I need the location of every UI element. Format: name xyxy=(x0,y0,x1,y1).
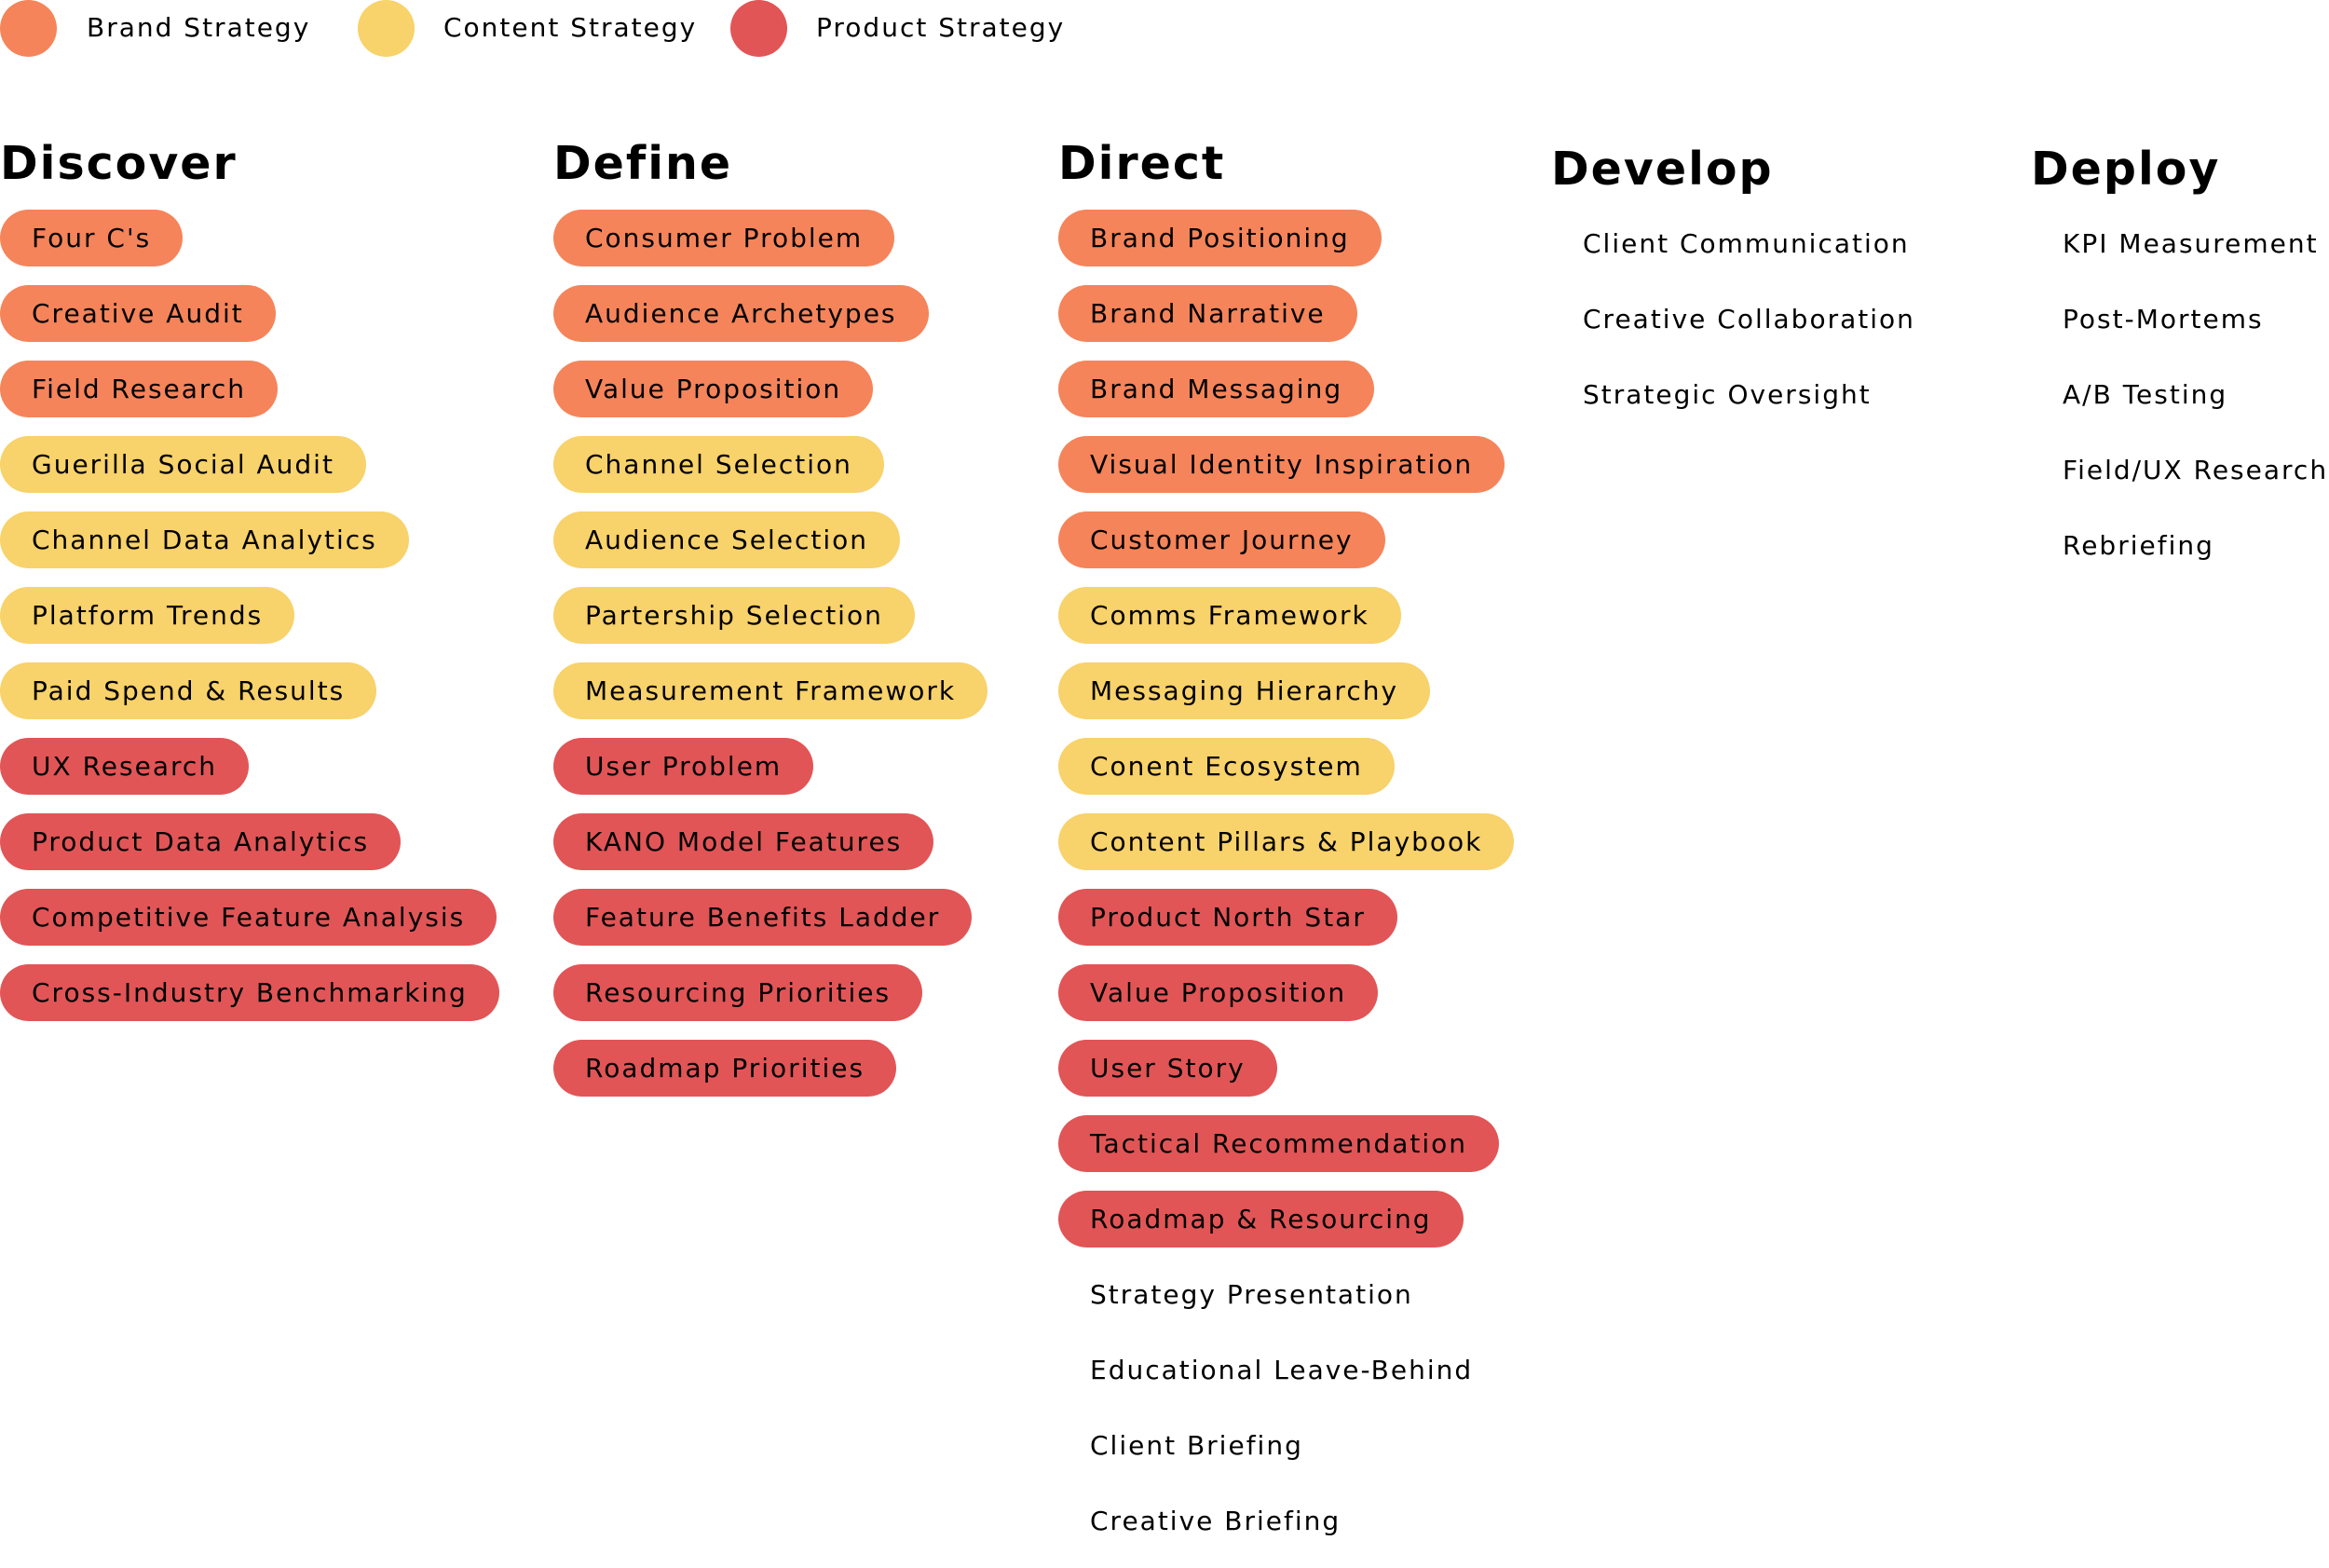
item-content: Comms Framework xyxy=(1058,587,1401,644)
item-none: A/B Testing xyxy=(2063,379,2228,410)
item-product: Value Proposition xyxy=(1058,964,1379,1021)
direct-item-list: Brand Positioning Brand Narrative Brand Me… xyxy=(1058,210,1515,1568)
item-content: Guerilla Social Audit xyxy=(0,436,366,493)
item-product: KANO Model Features xyxy=(553,813,934,870)
item-none: Strategic Oversight xyxy=(1583,379,1872,410)
item-none: Client Briefing xyxy=(1090,1430,1303,1461)
item-content: Measurement Framework xyxy=(553,662,988,719)
column-title-deploy: Deploy xyxy=(2031,143,2221,196)
item-content: Partership Selection xyxy=(553,587,915,644)
item-product: Resourcing Priorities xyxy=(553,964,923,1021)
item-content: Channel Selection xyxy=(553,436,884,493)
item-content: Messaging Hierarchy xyxy=(1058,662,1431,719)
item-product: User Story xyxy=(1058,1040,1277,1097)
column-title-discover: Discover xyxy=(0,137,238,190)
item-none: Strategy Presentation xyxy=(1090,1279,1413,1310)
legend-label-product: Product Strategy xyxy=(816,12,1066,43)
item-none: Creative Briefing xyxy=(1090,1506,1342,1536)
item-brand: Value Proposition xyxy=(553,361,874,417)
item-content: Audience Selection xyxy=(553,511,900,568)
column-title-develop: Develop xyxy=(1551,143,1774,196)
item-content: Channel Data Analytics xyxy=(0,511,409,568)
item-product: Roadmap & Resourcing xyxy=(1058,1191,1464,1248)
item-product: Feature Benefits Ladder xyxy=(553,889,973,946)
legend-dot-brand xyxy=(0,0,57,57)
column-title-direct: Direct xyxy=(1058,137,1226,190)
item-brand: Brand Positioning xyxy=(1058,210,1382,266)
item-none: Rebriefing xyxy=(2063,530,2214,561)
item-brand: Brand Narrative xyxy=(1058,285,1357,342)
item-none: KPI Measurement xyxy=(2063,228,2319,259)
item-none: Educational Leave-Behind xyxy=(1090,1355,1474,1385)
item-brand: Consumer Problem xyxy=(553,210,895,266)
item-brand: Brand Messaging xyxy=(1058,361,1375,417)
item-none: Client Communication xyxy=(1583,228,1910,259)
legend-label-brand: Brand Strategy xyxy=(87,12,311,43)
item-product: Product North Star xyxy=(1058,889,1397,946)
item-brand: Audience Archetypes xyxy=(553,285,929,342)
item-content: Paid Spend & Results xyxy=(0,662,377,719)
item-content: Content Pillars & Playbook xyxy=(1058,813,1515,870)
item-brand: Customer Journey xyxy=(1058,511,1385,568)
item-brand: Four C's xyxy=(0,210,184,266)
column-title-define: Define xyxy=(553,137,733,190)
item-brand: Field Research xyxy=(0,361,278,417)
discover-item-list: Four C's Creative Audit Field Research Guer… xyxy=(0,210,499,1040)
item-content: Platform Trends xyxy=(0,587,295,644)
item-none: Field/UX Research xyxy=(2063,455,2329,485)
item-product: Tactical Recommendation xyxy=(1058,1115,1500,1172)
item-product: Product Data Analytics xyxy=(0,813,402,870)
item-content: Conent Ecosystem xyxy=(1058,738,1395,795)
item-product: Roadmap Priorities xyxy=(553,1040,897,1097)
item-brand: Creative Audit xyxy=(0,285,276,342)
legend-dot-product xyxy=(730,0,787,57)
deploy-item-list: KPI Measurement Post-Mortems A/B Testing Fi… xyxy=(2031,215,2329,593)
legend-dot-content xyxy=(358,0,415,57)
item-product: Cross-Industry Benchmarking xyxy=(0,964,499,1021)
item-none: Creative Collaboration xyxy=(1583,304,1915,334)
item-product: User Problem xyxy=(553,738,814,795)
item-brand: Visual Identity Inspiration xyxy=(1058,436,1505,493)
item-none: Post-Mortems xyxy=(2063,304,2264,334)
develop-item-list: Client Communication Creative Collaborati… xyxy=(1551,215,1947,442)
legend-label-content: Content Strategy xyxy=(443,12,698,43)
item-product: Competitive Feature Analysis xyxy=(0,889,497,946)
item-product: UX Research xyxy=(0,738,250,795)
define-item-list: Consumer Problem Audience Archetypes Value… xyxy=(553,210,988,1115)
